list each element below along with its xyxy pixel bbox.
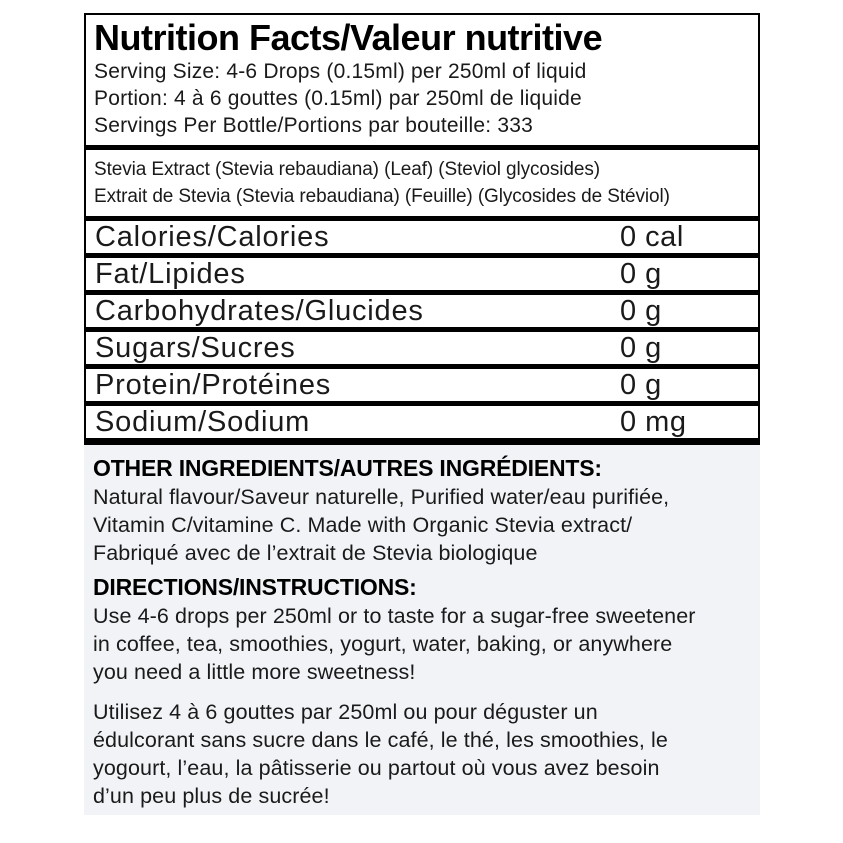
directions-line: édulcorant sans sucre dans le café, le t… (93, 728, 668, 752)
directions-line: Utilisez 4 à 6 gouttes par 250ml ou pour… (93, 700, 598, 724)
portion-line: Portion: 4 à 6 gouttes (0.15ml) par 250m… (94, 87, 582, 110)
directions-line: Use 4-6 drops per 250ml or to taste for … (93, 604, 696, 628)
nutrient-name: Sugars/Sucres (95, 331, 296, 364)
table-row-sugars: Sugars/Sucres 0 g (86, 327, 758, 364)
table-row-carbohydrates: Carbohydrates/Glucides 0 g (86, 290, 758, 327)
table-row-calories: Calories/Calories 0 cal (86, 216, 758, 253)
directions-text-fr: Utilisez 4 à 6 gouttes par 250ml ou pour… (93, 698, 751, 810)
stevia-source-line-fr: Extrait de Stevia (Stevia rebaudiana) (F… (94, 186, 670, 207)
nutrient-value: 0 mg (620, 405, 687, 438)
ingredients-line: Natural flavour/Saveur naturelle, Purifi… (93, 485, 670, 509)
serving-size-line: Serving Size: 4-6 Drops (0.15ml) per 250… (94, 60, 587, 83)
table-header: Nutrition Facts/Valeur nutritive Serving… (86, 15, 758, 145)
directions-line: d’un peu plus de sucrée! (93, 784, 330, 808)
nutrition-label: Nutrition Facts/Valeur nutritive Serving… (84, 13, 760, 815)
nutrient-value: 0 cal (620, 220, 684, 253)
nutrition-facts-table: Nutrition Facts/Valeur nutritive Serving… (84, 13, 760, 445)
nutrient-name: Protein/Protéines (95, 368, 332, 401)
nutrient-name: Calories/Calories (95, 220, 330, 253)
table-title: Nutrition Facts/Valeur nutritive (94, 17, 603, 58)
directions-line: yogourt, l’eau, la pâtisserie ou partout… (93, 756, 660, 780)
servings-per-bottle-line: Servings Per Bottle/Portions par bouteil… (94, 114, 533, 137)
table-row-fat: Fat/Lipides 0 g (86, 253, 758, 290)
other-ingredients-text: Natural flavour/Saveur naturelle, Purifi… (93, 483, 751, 567)
nutrient-value: 0 g (620, 368, 662, 401)
directions-text-en: Use 4-6 drops per 250ml or to taste for … (93, 602, 751, 686)
table-row-sodium: Sodium/Sodium 0 mg (86, 401, 758, 438)
nutrient-name: Sodium/Sodium (95, 405, 311, 438)
stevia-source-section: Stevia Extract (Stevia rebaudiana) (Leaf… (86, 145, 758, 216)
nutrient-value: 0 g (620, 257, 662, 290)
nutrient-name: Carbohydrates/Glucides (95, 294, 424, 327)
directions-line: in coffee, tea, smoothies, yogurt, water… (93, 632, 673, 656)
directions-heading: DIRECTIONS/INSTRUCTIONS: (93, 574, 417, 600)
nutrient-value: 0 g (620, 294, 662, 327)
nutrient-value: 0 g (620, 331, 662, 364)
stevia-source-line-en: Stevia Extract (Stevia rebaudiana) (Leaf… (94, 159, 600, 180)
directions-line: you need a little more sweetness! (93, 660, 416, 684)
nutrient-name: Fat/Lipides (95, 257, 246, 290)
other-ingredients-heading: OTHER INGREDIENTS/AUTRES INGRÉDIENTS: (93, 455, 602, 481)
ingredients-line: Fabriqué avec de l’extrait de Stevia bio… (93, 541, 538, 565)
ingredients-line: Vitamin C/vitamine C. Made with Organic … (93, 513, 633, 537)
info-panel: OTHER INGREDIENTS/AUTRES INGRÉDIENTS: Na… (84, 445, 760, 815)
table-row-protein: Protein/Protéines 0 g (86, 364, 758, 401)
